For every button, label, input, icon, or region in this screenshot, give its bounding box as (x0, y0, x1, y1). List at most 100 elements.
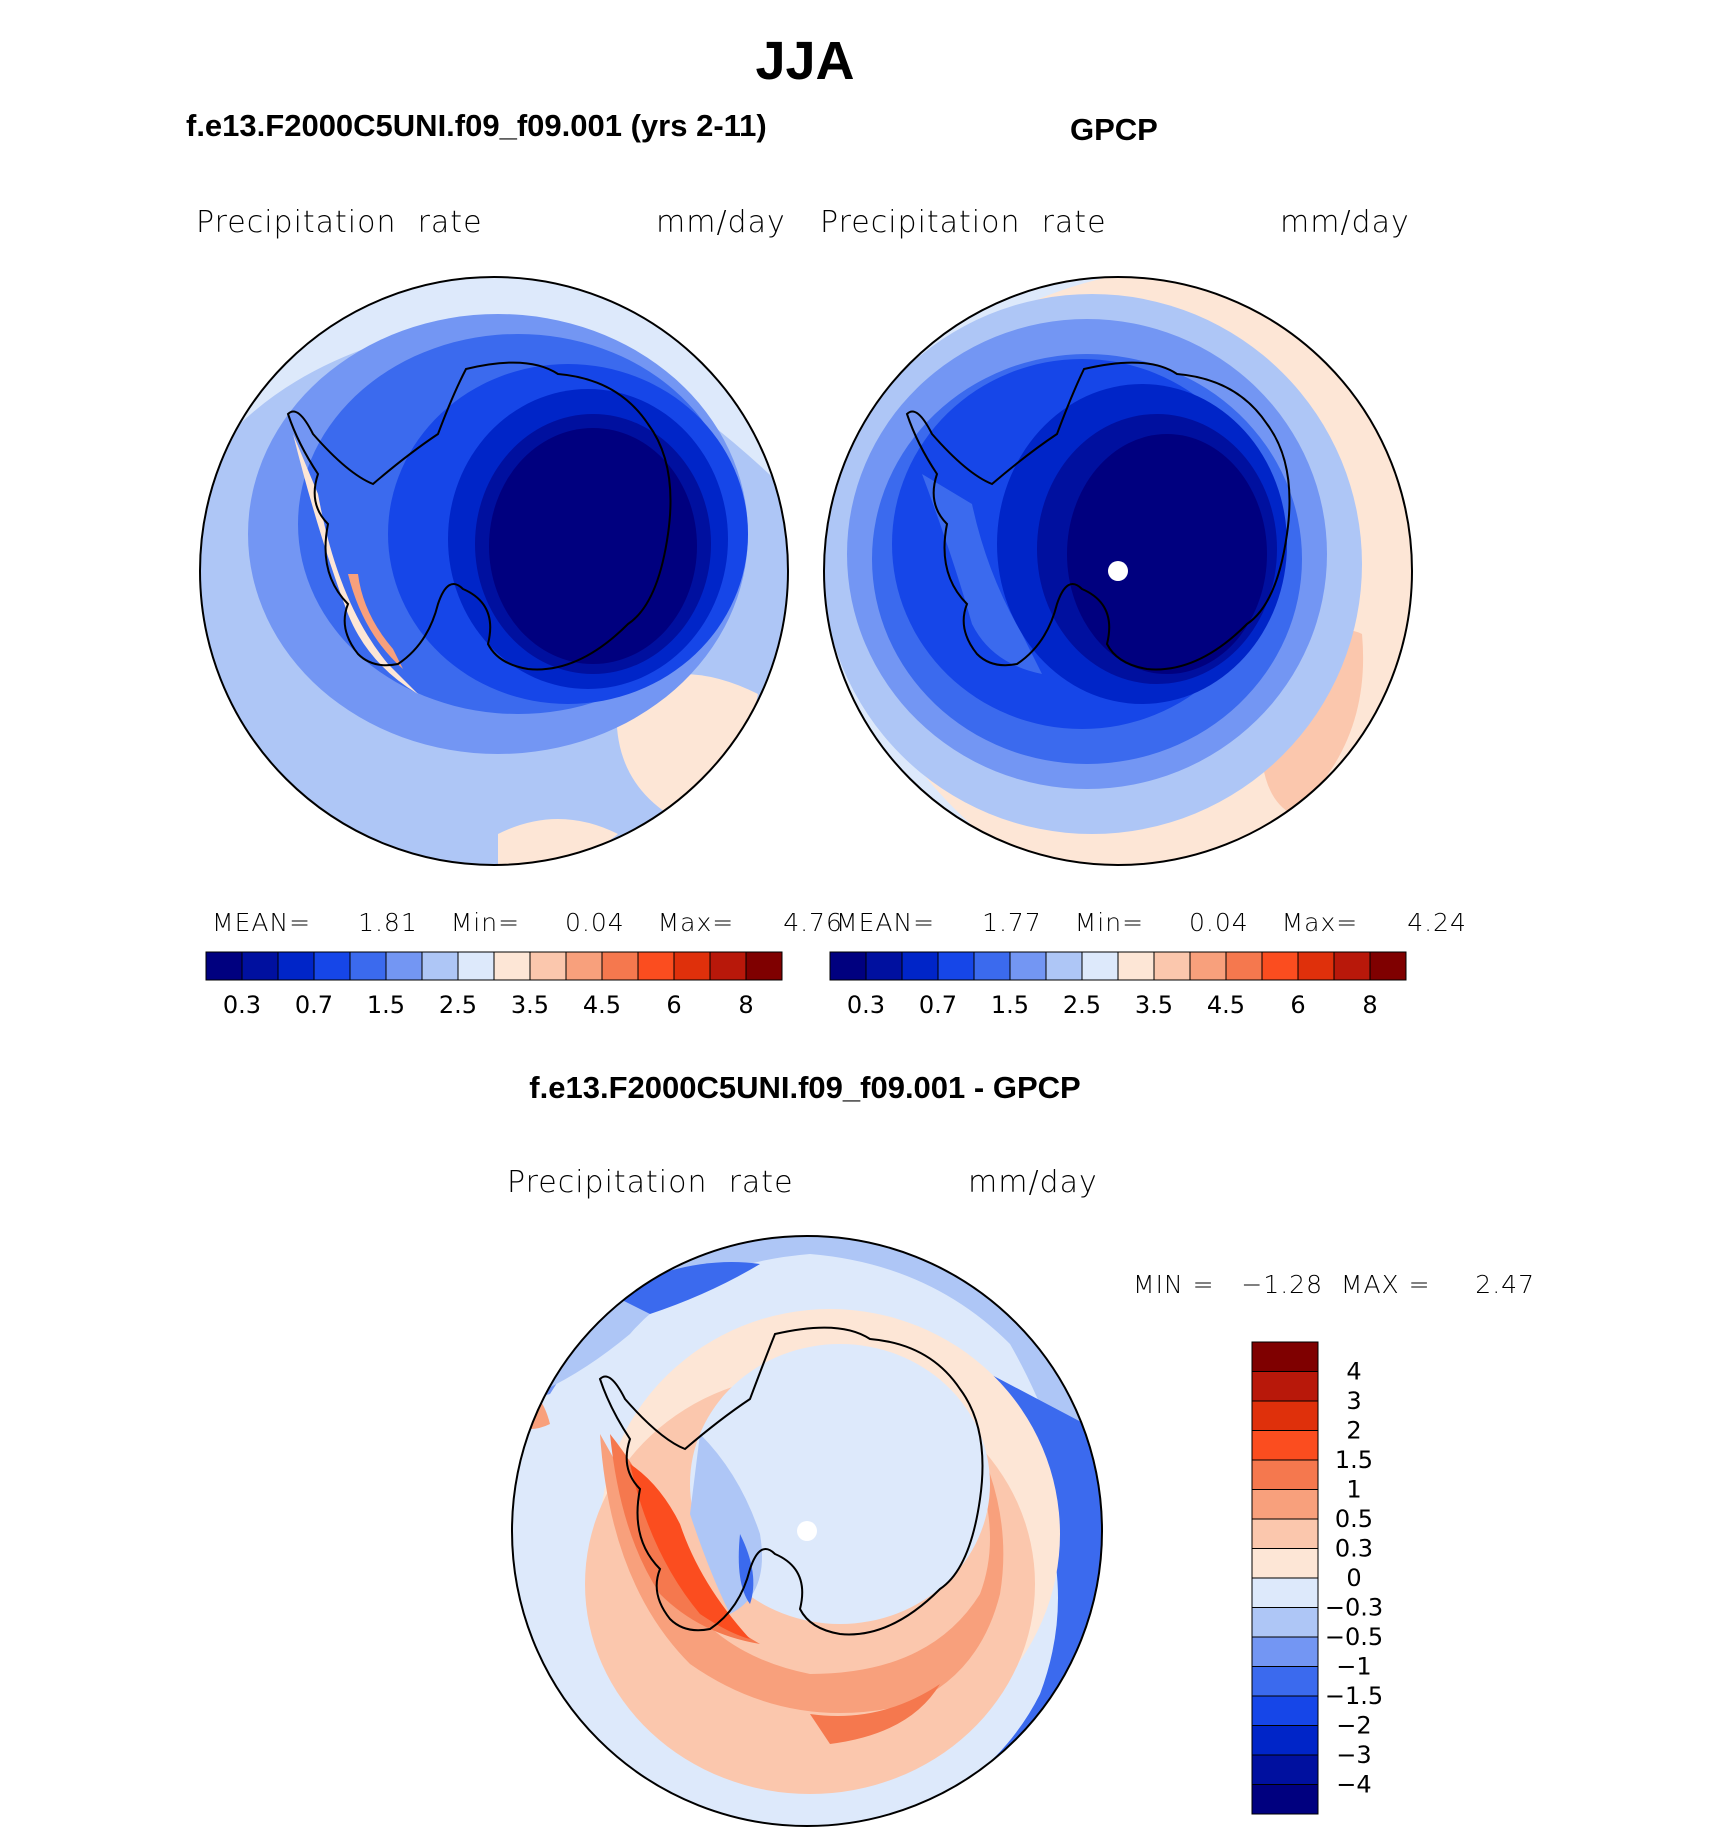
model-min-label: Min= (450, 908, 521, 937)
diff-colorbar-tick-label: 2 (1346, 1417, 1361, 1445)
diff-colorbar-tick-label: −3 (1336, 1741, 1371, 1769)
season-title: JJA (755, 31, 855, 91)
model-colorbar-box (601, 951, 639, 981)
diff-colorbar-box (1251, 1666, 1319, 1697)
diff-coastline (598, 1326, 984, 1636)
model-stats: MEAN= 1.81 Min= 0.04 Max= 4.76 (212, 908, 842, 937)
model-colorbar-tick-label: 3.5 (511, 991, 549, 1019)
diff-colorbar-box (1251, 1371, 1319, 1402)
obs-colorbar-box (1225, 951, 1263, 981)
obs-coastline (905, 361, 1291, 671)
diff-colorbar-box (1251, 1430, 1319, 1461)
obs-colorbar-box (1009, 951, 1047, 981)
obs-colorbar-tick-label: 2.5 (1063, 991, 1101, 1019)
model-colorbar-box (529, 951, 567, 981)
model-colorbar-tick-label: 0.3 (223, 991, 261, 1019)
diff-colorbar-tick-label: −0.5 (1325, 1623, 1383, 1651)
south-pole-marker-icon (797, 1521, 817, 1541)
diff-colorbar-box (1251, 1489, 1319, 1520)
model-colorbar-box (421, 951, 459, 981)
model-coastline (286, 361, 672, 671)
model-colorbar-box (493, 951, 531, 981)
obs-colorbar-tick-label: 0.3 (847, 991, 885, 1019)
diff-colorbar-tick-label: 3 (1346, 1387, 1361, 1415)
diff-panel-title: f.e13.F2000C5UNI.f09_f09.001 - GPCP (529, 1070, 1081, 1105)
model-mean-label: MEAN= (212, 908, 312, 937)
model-polar-map (199, 276, 789, 866)
south-pole-marker-icon (1108, 561, 1128, 581)
model-variable-label: Precipitation rate (196, 205, 483, 240)
obs-colorbar-box (1297, 951, 1335, 981)
diff-colorbar-box (1251, 1636, 1319, 1667)
diff-colorbar-tick-label: 4 (1346, 1358, 1361, 1386)
model-colorbar-box (745, 951, 783, 981)
model-colorbar: 0.3 0.7 1.5 2.5 3.5 4.5 6 8 (205, 951, 783, 1019)
diff-colorbar-tick-label: −0.3 (1325, 1594, 1383, 1622)
obs-colorbar-box (1153, 951, 1191, 981)
model-colorbar-box (205, 951, 243, 981)
obs-colorbar-box (1117, 951, 1155, 981)
obs-colorbar: 0.3 0.7 1.5 2.5 3.5 4.5 6 8 (829, 951, 1407, 1019)
diff-colorbar-box (1251, 1607, 1319, 1638)
model-colorbar-box (637, 951, 675, 981)
model-colorbar-box (673, 951, 711, 981)
model-units-label: mm/day (656, 205, 786, 240)
diff-colorbar-box (1251, 1548, 1319, 1579)
obs-colorbar-box (1333, 951, 1371, 981)
obs-colorbar-box (1261, 951, 1299, 981)
model-colorbar-box (709, 951, 747, 981)
model-colorbar-tick-label: 8 (738, 991, 753, 1019)
obs-colorbar-box (1045, 951, 1083, 981)
diff-colorbar-box (1251, 1784, 1319, 1815)
diff-colorbar-box (1251, 1725, 1319, 1756)
model-mean-value: 1.81 (358, 908, 418, 937)
model-colorbar-tick-label: 2.5 (439, 991, 477, 1019)
diff-colorbar-box (1251, 1341, 1319, 1372)
model-panel-title: f.e13.F2000C5UNI.f09_f09.001 (yrs 2-11) (186, 108, 767, 143)
obs-colorbar-box (1369, 951, 1407, 981)
diff-variable-label: Precipitation rate (507, 1165, 794, 1200)
obs-min-value: 0.04 (1188, 908, 1249, 937)
obs-min-label: Min= (1074, 908, 1145, 937)
obs-colorbar-tick-label: 4.5 (1207, 991, 1245, 1019)
obs-polar-map (823, 276, 1413, 866)
obs-colorbar-box (901, 951, 939, 981)
obs-stats: MEAN= 1.77 Min= 0.04 Max= 4.24 (836, 908, 1466, 937)
diff-colorbar-box (1251, 1695, 1319, 1726)
diff-stats: MIN = −1.28 MAX = 2.47 (1133, 1270, 1535, 1299)
obs-colorbar-tick-label: 8 (1362, 991, 1377, 1019)
obs-max-value: 4.24 (1407, 908, 1467, 937)
model-colorbar-box (241, 951, 279, 981)
obs-mean-value: 1.77 (982, 908, 1042, 937)
model-min-value: 0.04 (564, 908, 625, 937)
diff-colorbar-tick-label: −1 (1336, 1653, 1371, 1681)
model-colorbar-box (565, 951, 603, 981)
obs-colorbar-box (1189, 951, 1227, 981)
obs-variable-label: Precipitation rate (820, 205, 1107, 240)
diff-colorbar-tick-label: 0.5 (1335, 1505, 1373, 1533)
obs-colorbar-box (865, 951, 903, 981)
diff-units-label: mm/day (968, 1165, 1098, 1200)
model-colorbar-tick-label: 0.7 (295, 991, 333, 1019)
model-colorbar-tick-label: 1.5 (367, 991, 405, 1019)
obs-mean-label: MEAN= (836, 908, 936, 937)
obs-colorbar-box (973, 951, 1011, 981)
model-colorbar-tick-label: 6 (666, 991, 681, 1019)
obs-colorbar-tick-label: 0.7 (919, 991, 957, 1019)
diff-colorbar-tick-label: 1.5 (1335, 1446, 1373, 1474)
model-max-value: 4.76 (783, 908, 843, 937)
diff-colorbar-tick-label: −2 (1336, 1712, 1371, 1740)
diff-colorbar-box (1251, 1400, 1319, 1431)
obs-colorbar-tick-label: 3.5 (1135, 991, 1173, 1019)
obs-panel-title: GPCP (1070, 112, 1158, 147)
model-colorbar-tick-label: 4.5 (583, 991, 621, 1019)
diff-colorbar-box (1251, 1577, 1319, 1608)
diff-colorbar-box (1251, 1754, 1319, 1785)
diff-colorbar-tick-label: 1 (1346, 1476, 1361, 1504)
diff-colorbar-tick-label: 0.3 (1335, 1535, 1373, 1563)
model-colorbar-box (385, 951, 423, 981)
obs-max-label: Max= (1281, 908, 1359, 937)
model-colorbar-box (349, 951, 387, 981)
model-colorbar-box (457, 951, 495, 981)
model-colorbar-box (277, 951, 315, 981)
